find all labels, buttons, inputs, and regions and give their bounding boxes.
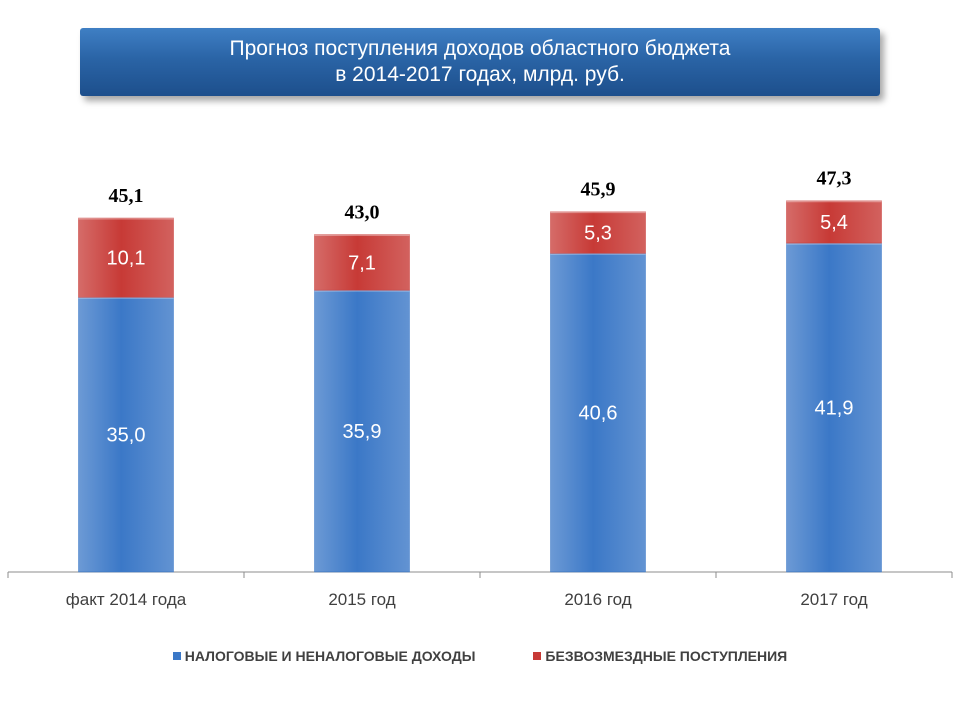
legend-label-grants: БЕЗВОЗМЕЗДНЫЕ ПОСТУПЛЕНИЯ bbox=[545, 648, 788, 664]
bar-grants bbox=[78, 217, 174, 298]
bar-grants bbox=[314, 234, 410, 291]
total-label: 45,1 bbox=[109, 185, 144, 207]
legend-swatch-grants bbox=[533, 652, 542, 660]
legend: НАЛОГОВЫЕ И НЕНАЛОГОВЫЕ ДОХОДЫ БЕЗВОЗМЕЗ… bbox=[0, 648, 960, 664]
legend-item-tax: НАЛОГОВЫЕ И НЕНАЛОГОВЫЕ ДОХОДЫ bbox=[172, 648, 476, 664]
legend-swatch-tax bbox=[172, 652, 181, 660]
x-tick-label: факт 2014 года bbox=[66, 590, 187, 609]
bar-tax bbox=[78, 297, 174, 573]
data-label-grants: 7,1 bbox=[348, 252, 376, 274]
bar-tax bbox=[550, 253, 646, 573]
data-label-grants: 5,4 bbox=[820, 212, 848, 234]
data-label-grants: 10,1 bbox=[107, 248, 146, 270]
total-label: 47,3 bbox=[817, 168, 852, 190]
x-tick-label: 2016 год bbox=[564, 590, 631, 609]
legend-label-tax: НАЛОГОВЫЕ И НЕНАЛОГОВЫЕ ДОХОДЫ bbox=[184, 648, 476, 664]
bar-grants bbox=[786, 200, 882, 244]
total-label: 45,9 bbox=[581, 179, 616, 201]
chart-title: Прогноз поступления доходов областного б… bbox=[80, 28, 880, 96]
chart-area: 35,0 10,1 45,1 факт 2014 года 35,9 7,1 43,0 201… bbox=[7, 168, 953, 609]
bar-tax bbox=[786, 242, 882, 573]
chart-title-line1: Прогноз поступления доходов областного б… bbox=[229, 37, 731, 60]
data-label-tax: 40,6 bbox=[579, 403, 618, 425]
x-tick-label: 2015 год bbox=[328, 590, 395, 609]
bar-tax bbox=[314, 289, 410, 573]
bar-grants bbox=[550, 211, 646, 254]
data-label-tax: 35,0 bbox=[107, 425, 146, 447]
data-label-tax: 41,9 bbox=[815, 398, 854, 420]
chart-title-line2: в 2014-2017 годах, млрд. руб. bbox=[335, 63, 625, 86]
total-label: 43,0 bbox=[345, 201, 380, 223]
data-label-grants: 5,3 bbox=[584, 222, 612, 244]
legend-item-grants: БЕЗВОЗМЕЗДНЫЕ ПОСТУПЛЕНИЯ bbox=[533, 648, 787, 664]
data-label-tax: 35,9 bbox=[343, 421, 382, 443]
x-tick-label: 2017 год bbox=[800, 590, 867, 609]
